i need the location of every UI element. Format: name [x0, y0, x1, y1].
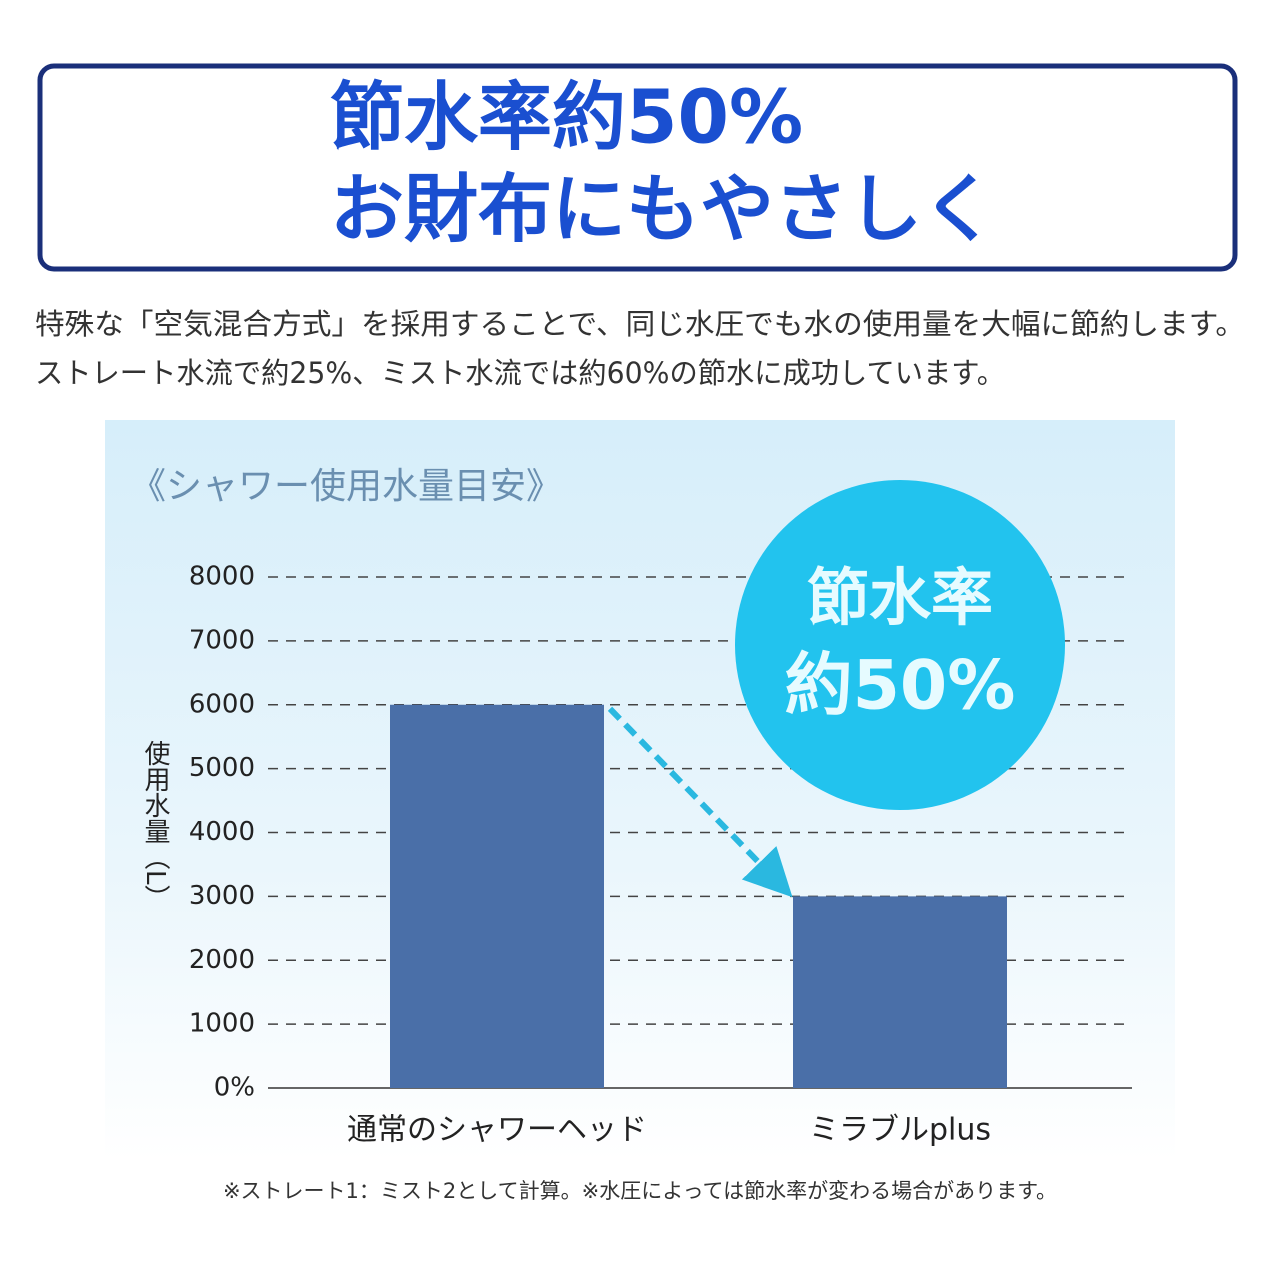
- description: ストレート水流で約25%、ミスト水流では約60%の節水に成功しています。: [35, 356, 1005, 390]
- x-tick-label: ミラブルplus: [809, 1113, 991, 1148]
- y-tick-label: 3000: [189, 881, 255, 911]
- y-axis-label: 使用水量（L）: [140, 740, 170, 911]
- y-tick-label: 4000: [189, 817, 255, 847]
- bar: [793, 896, 1007, 1088]
- y-tick-label: 5000: [189, 753, 255, 783]
- badge: [735, 480, 1065, 810]
- chart-title: 《シャワー使用水量目安》: [130, 466, 562, 507]
- headline: お財布にもやさしく: [330, 167, 996, 253]
- y-tick-label: 7000: [189, 625, 255, 655]
- x-tick-label: 通常のシャワーヘッド: [347, 1113, 647, 1148]
- headline: 節水率約50%: [330, 75, 803, 161]
- badge-text: 約50%: [785, 647, 1016, 726]
- y-tick-label: 6000: [189, 689, 255, 719]
- description: 特殊な「空気混合方式」を採用することで、同じ水圧でも水の使用量を大幅に節約します…: [35, 307, 1245, 341]
- arrow: [607, 706, 793, 898]
- y-tick-label: 0%: [214, 1073, 255, 1103]
- y-tick-label: 2000: [189, 945, 255, 975]
- headline-box: [37, 63, 1238, 272]
- plot: 0% 1000 2000 3000 4000 5000 6000 7000 8000 通常のシャワ…: [189, 480, 1132, 1148]
- y-tick-label: 1000: [189, 1009, 255, 1039]
- badge-text: 節水率: [807, 561, 993, 634]
- y-tick-label: 8000: [189, 562, 255, 592]
- footnote: ※ストレート1：ミスト2として計算。※水圧によっては節水率が変わる場合があります…: [223, 1179, 1057, 1203]
- bar: [390, 704, 604, 1088]
